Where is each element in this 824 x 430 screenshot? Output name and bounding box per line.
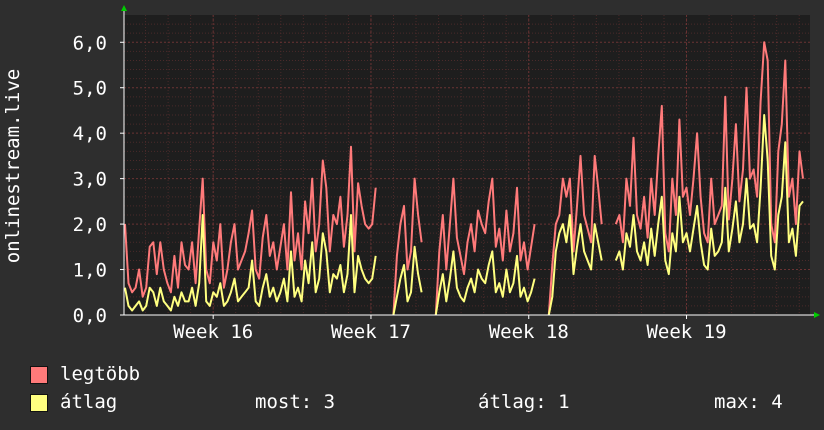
- x-tick-label: Week 19: [646, 321, 726, 343]
- y-tick-label: 4,0: [73, 123, 107, 145]
- y-tick-label: 3,0: [73, 169, 107, 191]
- legend-label-avg: átlag: [60, 391, 118, 413]
- stat-average: átlag: 1: [478, 391, 570, 413]
- y-axis-label-container: onlinestream.live: [0, 58, 26, 274]
- stat-max: max: 4: [714, 391, 783, 413]
- series-line-max: [124, 41, 804, 316]
- y-tick-label: 1,0: [73, 260, 107, 282]
- x-axis-arrow: [814, 312, 820, 318]
- y-tick-label: 0,0: [73, 305, 107, 327]
- legend-row-max: legtöbb: [30, 363, 810, 387]
- stat-now: most: 3: [255, 391, 336, 413]
- x-tick-label: Week 17: [331, 321, 411, 343]
- y-axis-label: onlinestream.live: [2, 68, 24, 264]
- y-axis-arrow: [121, 5, 127, 11]
- y-tick-label: 5,0: [73, 78, 107, 100]
- legend-swatch-max: [30, 366, 48, 384]
- x-tick-label: Week 18: [489, 321, 569, 343]
- y-tick-label: 6,0: [73, 32, 107, 54]
- legend-swatch-avg: [30, 394, 48, 412]
- series-line-avg: [124, 114, 804, 316]
- legend-row-avg: átlag most: 3 átlag: 1 max: 4: [30, 391, 810, 415]
- y-tick-label: 2,0: [73, 214, 107, 236]
- x-tick-label: Week 16: [173, 321, 253, 343]
- legend-label-max: legtöbb: [60, 363, 141, 385]
